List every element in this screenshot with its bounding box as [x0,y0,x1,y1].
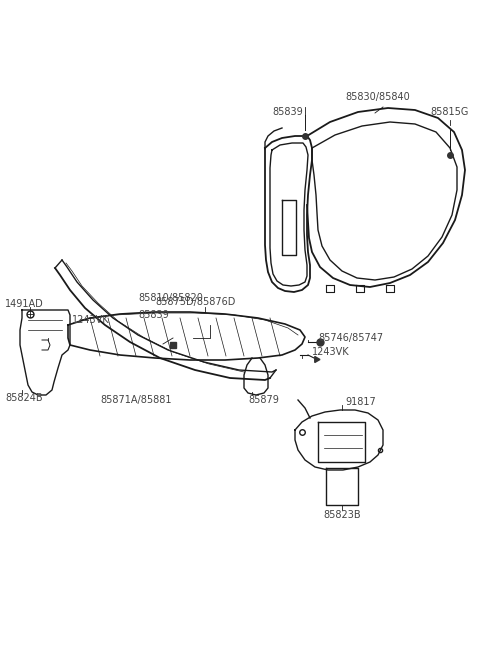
Text: 85746/85747: 85746/85747 [318,333,383,343]
Text: 85824B: 85824B [5,393,43,403]
Text: 1243VK: 1243VK [72,315,109,325]
Text: 91817: 91817 [345,397,376,407]
Text: 85839: 85839 [272,107,303,117]
Text: 1243VK: 1243VK [312,347,349,357]
Text: 85875D/85876D: 85875D/85876D [155,297,235,307]
Text: 1491AD: 1491AD [5,299,44,309]
Text: 85871A/85881: 85871A/85881 [100,395,171,405]
Text: 85830/85840: 85830/85840 [345,92,410,102]
Text: 85815G: 85815G [430,107,468,117]
Text: 85823B: 85823B [323,510,361,520]
Text: 85839: 85839 [138,310,169,320]
Text: 85879: 85879 [248,395,279,405]
Text: 85810/85820: 85810/85820 [138,293,203,303]
